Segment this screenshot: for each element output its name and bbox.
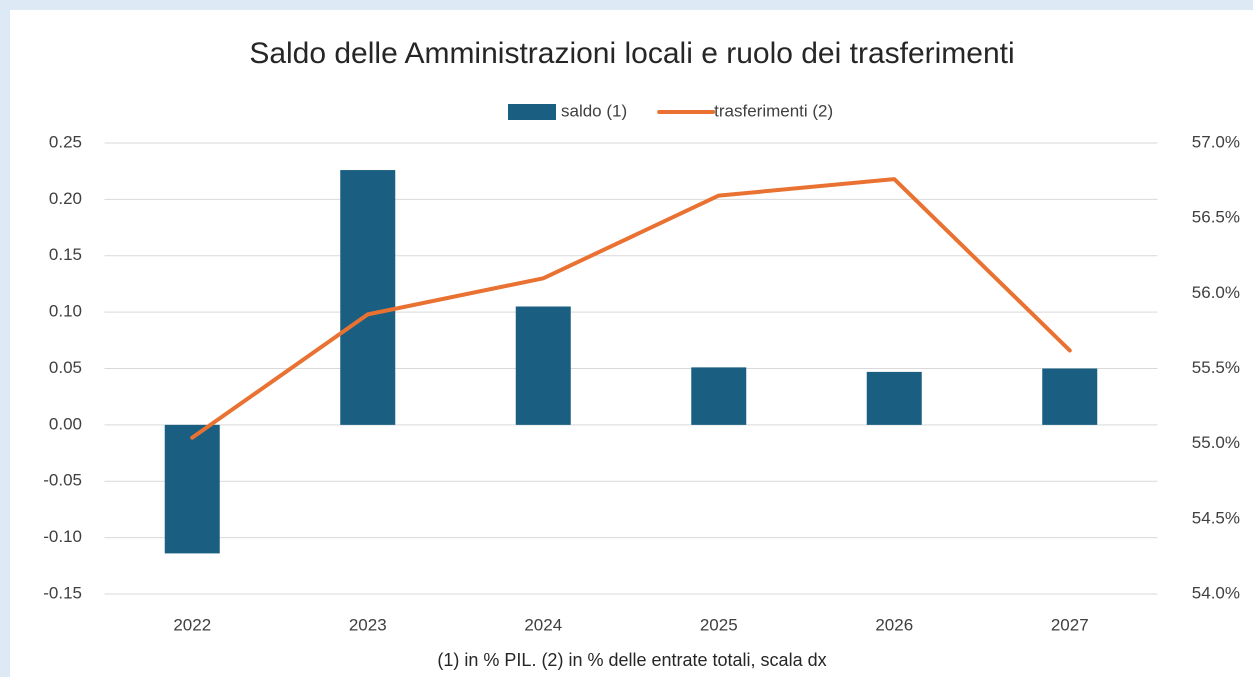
y2-tick-label: 55.5%	[1192, 358, 1240, 377]
y-tick-label: 0.20	[49, 189, 82, 208]
x-tick-label: 2023	[349, 615, 387, 634]
x-tick-label: 2025	[700, 615, 738, 634]
y2-tick-label: 54.5%	[1192, 508, 1240, 527]
legend-label: trasferimenti (2)	[714, 101, 833, 120]
y2-tick-label: 56.0%	[1192, 283, 1240, 302]
bar	[340, 170, 396, 425]
bar	[691, 367, 747, 425]
bar	[866, 371, 922, 425]
y-tick-label: 0.10	[49, 302, 82, 321]
bar	[1042, 368, 1098, 425]
y-tick-label: -0.10	[43, 527, 82, 546]
y-tick-label: 0.05	[49, 358, 82, 377]
x-tick-label: 2022	[173, 615, 211, 634]
chart-note: (1) in % PIL. (2) in % delle entrate tot…	[437, 650, 826, 670]
bar	[164, 424, 220, 554]
y-tick-label: 0.15	[49, 245, 82, 264]
y-tick-label: 0.00	[49, 414, 82, 433]
chart-background	[10, 10, 1253, 677]
legend-swatch	[508, 104, 556, 120]
y2-tick-label: 55.0%	[1192, 433, 1240, 452]
y2-tick-label: 54.0%	[1192, 583, 1240, 602]
legend-label: saldo (1)	[561, 101, 627, 120]
chart-title: Saldo delle Amministrazioni locali e ruo…	[249, 37, 1014, 70]
y-tick-label: 0.25	[49, 132, 82, 151]
line	[190, 177, 1072, 440]
x-tick-label: 2024	[524, 615, 562, 634]
y-tick-label: -0.15	[43, 583, 82, 602]
y2-tick-label: 56.5%	[1192, 208, 1240, 227]
bar	[515, 306, 571, 425]
x-tick-label: 2026	[875, 615, 913, 634]
x-tick-label: 2027	[1051, 615, 1089, 634]
y2-tick-label: 57.0%	[1192, 132, 1240, 151]
y-tick-label: -0.05	[43, 471, 82, 490]
